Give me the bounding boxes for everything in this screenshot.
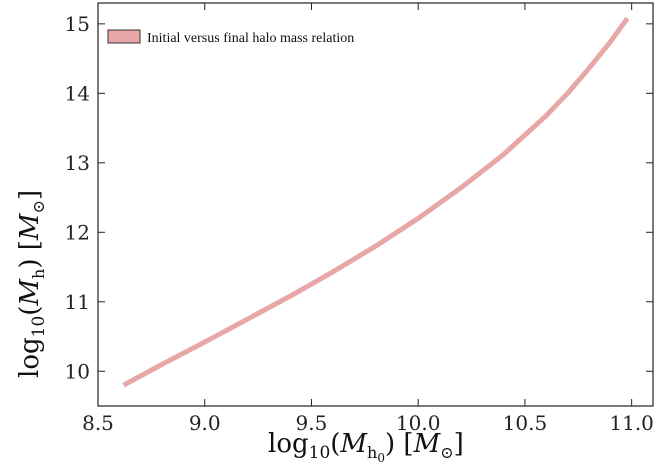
x-axis: 8.5 9.0 9.5 10.0 10.5 11.0 — [82, 3, 654, 435]
legend-label: Initial versus final halo mass relation — [147, 31, 354, 46]
x-tick-label: 11.0 — [609, 411, 654, 435]
series-line — [122, 16, 630, 388]
y-tick-label: 14 — [65, 81, 90, 105]
x-axis-label: log10(Mh0) [M⊙] — [268, 429, 464, 465]
y-tick-label: 15 — [65, 12, 90, 36]
y-tick-label: 11 — [65, 290, 90, 314]
y-tick-label: 13 — [65, 151, 90, 175]
y-axis-label: log10(Mh) [M⊙] — [15, 190, 49, 378]
svg-text:log10(Mh) [M⊙]: log10(Mh) [M⊙] — [15, 190, 49, 378]
y-axis: 10 11 12 13 14 15 — [65, 12, 653, 383]
x-tick-label: 9.0 — [189, 411, 221, 435]
y-tick-label: 12 — [65, 220, 90, 244]
legend: Initial versus final halo mass relation — [107, 29, 354, 46]
x-tick-label: 8.5 — [82, 411, 114, 435]
y-tick-label: 10 — [65, 359, 90, 383]
plot-area — [97, 2, 654, 407]
series-layer — [122, 16, 630, 388]
x-tick-label: 9.5 — [296, 411, 328, 435]
x-tick-label: 10.5 — [503, 411, 548, 435]
x-tick-label: 10.0 — [396, 411, 441, 435]
svg-text:log10(Mh0) [M⊙]: log10(Mh0) [M⊙] — [268, 429, 464, 465]
legend-swatch — [107, 29, 141, 44]
